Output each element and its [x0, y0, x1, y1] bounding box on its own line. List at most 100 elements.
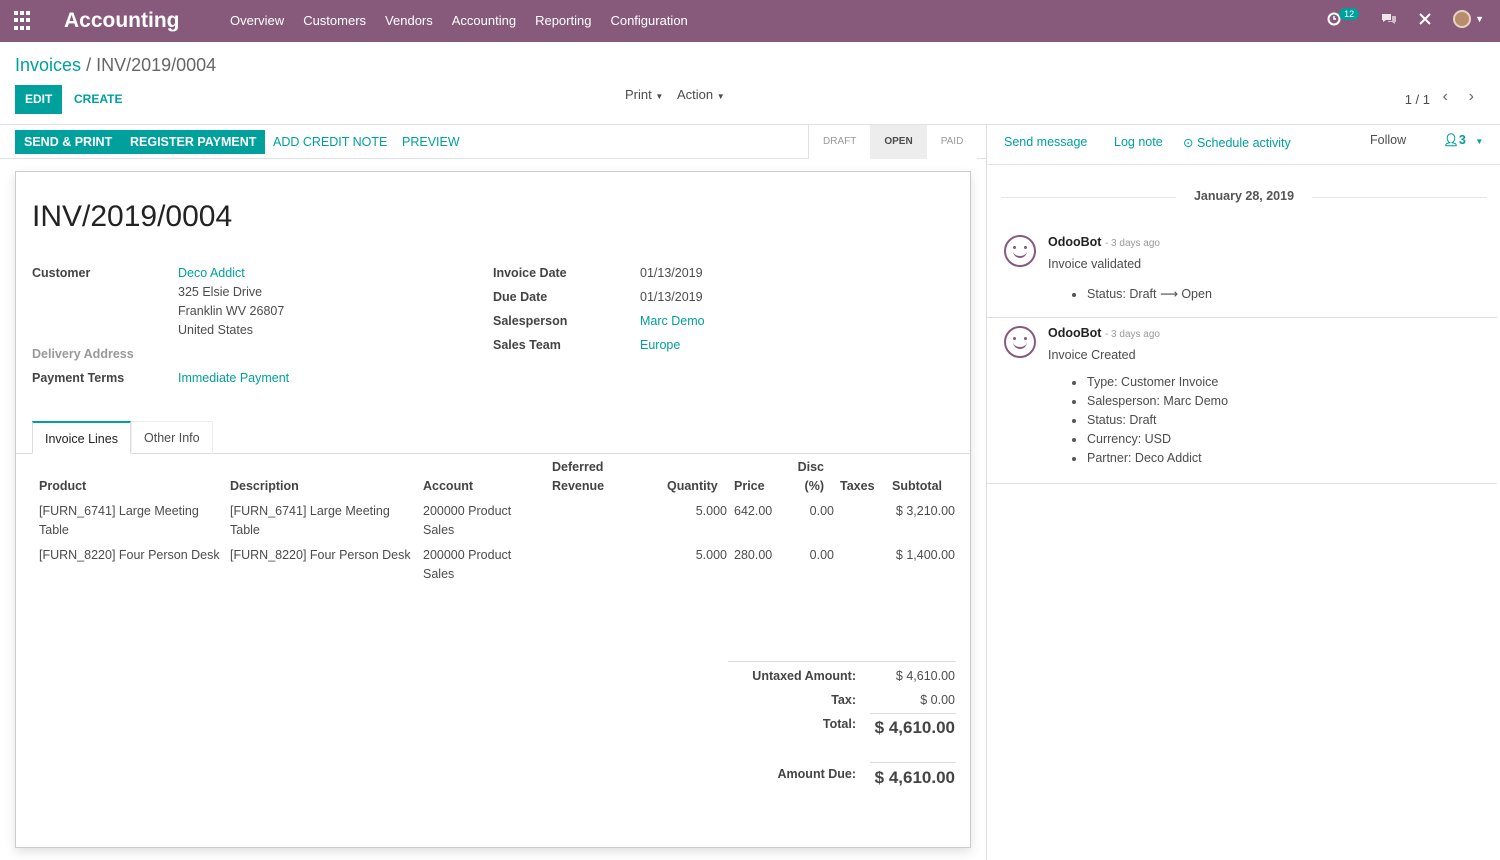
- date-separator: January 28, 2019: [987, 189, 1500, 203]
- cell-quantity: 5.000: [695, 548, 727, 562]
- column-header-subtotal[interactable]: Subtotal: [892, 479, 942, 493]
- chevron-left-icon[interactable]: ‹: [1442, 88, 1448, 105]
- close-icon[interactable]: [1419, 13, 1431, 25]
- message-body: Invoice validated: [1048, 257, 1142, 271]
- menu-configuration[interactable]: Configuration: [610, 13, 688, 28]
- tracking-values: Status: Draft ⟶ Open: [1072, 285, 1212, 304]
- avatar: [1453, 10, 1472, 28]
- column-header-deferred[interactable]: Deferred: [552, 460, 604, 474]
- breadcrumb-separator: /: [86, 55, 92, 75]
- due-date-value: 01/13/2019: [640, 290, 703, 304]
- create-button[interactable]: CREATE: [66, 85, 130, 114]
- chevron-right-icon[interactable]: ›: [1468, 88, 1474, 105]
- column-header-product[interactable]: Product: [39, 479, 87, 493]
- column-header-disc[interactable]: Disc: [797, 460, 824, 474]
- action-label: Action: [677, 87, 714, 102]
- list-item: Type: Customer Invoice: [1072, 373, 1228, 392]
- send-message-button[interactable]: Send message: [1004, 135, 1088, 149]
- cell-description: [FURN_6741] Large Meeting Table: [230, 504, 390, 537]
- apps-menu-icon[interactable]: [14, 11, 34, 31]
- customer-address-line: Franklin WV 26807: [178, 304, 285, 318]
- column-header-quantity[interactable]: Quantity: [667, 479, 718, 493]
- column-header-description[interactable]: Description: [230, 479, 299, 493]
- add-credit-note-button[interactable]: ADD CREDIT NOTE: [273, 135, 388, 149]
- customer-address-line: United States: [178, 323, 254, 337]
- messaging-menu[interactable]: [1381, 12, 1397, 26]
- chatter: Send message Log note ⊙ Schedule activit…: [986, 125, 1500, 860]
- stage-open[interactable]: OPEN: [870, 125, 927, 159]
- tab-other-info[interactable]: Other Info: [131, 421, 213, 454]
- salesperson-link[interactable]: Marc Demo: [640, 314, 705, 328]
- followers-count: 3: [1458, 133, 1466, 147]
- schedule-activity-label: Schedule activity: [1196, 136, 1291, 150]
- sales-team-link[interactable]: Europe: [640, 338, 681, 352]
- cell-subtotal: $ 1,400.00: [895, 548, 955, 562]
- invoice-date-label: Invoice Date: [493, 266, 567, 280]
- menu-customers[interactable]: Customers: [303, 13, 367, 28]
- sales-team-label: Sales Team: [493, 338, 561, 352]
- total-value: $ 4,610.00: [874, 718, 955, 737]
- activity-count-badge: 12: [1339, 8, 1360, 20]
- log-note-button[interactable]: Log note: [1114, 135, 1163, 149]
- menu-accounting[interactable]: Accounting: [451, 13, 517, 28]
- due-date-label: Due Date: [493, 290, 548, 304]
- edit-button[interactable]: EDIT: [15, 85, 63, 114]
- stage-pipeline: DRAFT OPEN PAID: [808, 125, 978, 159]
- cell-quantity: 5.000: [695, 504, 727, 518]
- message-divider: [987, 317, 1497, 318]
- caret-down-icon: ▼: [655, 92, 664, 101]
- cell-account: 200000 Product Sales: [423, 548, 512, 581]
- amount-due-value: $ 4,610.00: [874, 768, 955, 787]
- top-navbar: Accounting Overview Customers Vendors Ac…: [0, 0, 1500, 42]
- caret-down-icon: ▼: [1475, 137, 1484, 146]
- column-header-taxes[interactable]: Taxes: [840, 479, 875, 493]
- payment-terms-link[interactable]: Immediate Payment: [178, 371, 290, 385]
- stage-paid[interactable]: PAID: [926, 125, 978, 159]
- message-date: - 3 days ago: [1104, 329, 1160, 340]
- tab-invoice-lines[interactable]: Invoice Lines: [32, 421, 131, 454]
- list-item: Partner: Deco Addict: [1072, 449, 1228, 468]
- menu-vendors[interactable]: Vendors: [385, 13, 433, 28]
- message-author: OdooBot - 3 days ago: [1048, 235, 1160, 249]
- print-label: Print: [625, 87, 652, 102]
- print-dropdown[interactable]: Print ▼: [625, 87, 663, 102]
- odoobot-avatar: [1004, 326, 1036, 358]
- breadcrumb-invoices[interactable]: Invoices: [15, 55, 82, 75]
- message-author: OdooBot - 3 days ago: [1048, 326, 1160, 340]
- followers-button[interactable]: 👤︎3 ▼: [1443, 133, 1483, 148]
- register-payment-button[interactable]: REGISTER PAYMENT: [121, 130, 266, 154]
- payment-terms-label: Payment Terms: [32, 371, 125, 385]
- message-divider: [987, 483, 1497, 484]
- app-title[interactable]: Accounting: [64, 9, 180, 32]
- caret-down-icon: ▼: [716, 92, 725, 101]
- tax-label: Tax:: [831, 693, 856, 707]
- send-print-button[interactable]: SEND & PRINT: [15, 130, 122, 154]
- message-body: Invoice Created: [1048, 348, 1136, 362]
- column-header-revenue[interactable]: Revenue: [552, 479, 605, 493]
- invoice-title: INV/2019/0004: [32, 200, 233, 233]
- preview-button[interactable]: PREVIEW: [402, 135, 460, 149]
- menu-reporting[interactable]: Reporting: [535, 13, 592, 28]
- activity-menu[interactable]: 12: [1327, 8, 1360, 26]
- menu-overview[interactable]: Overview: [230, 13, 285, 28]
- user-menu[interactable]: ▼: [1453, 10, 1484, 28]
- cell-disc: 0.00: [809, 548, 834, 562]
- list-item: Status: Draft ⟶ Open: [1072, 285, 1212, 304]
- action-dropdown[interactable]: Action ▼: [677, 87, 725, 102]
- user-icon: 👤︎: [1443, 133, 1459, 147]
- column-header-disc-pct[interactable]: (%): [804, 479, 824, 493]
- column-header-account[interactable]: Account: [423, 479, 473, 493]
- customer-link[interactable]: Deco Addict: [178, 266, 245, 280]
- column-header-price[interactable]: Price: [734, 479, 765, 493]
- customer-label: Customer: [32, 266, 91, 280]
- cell-product: [FURN_8220] Four Person Desk: [39, 548, 220, 562]
- salesperson-label: Salesperson: [493, 314, 568, 328]
- stage-draft[interactable]: DRAFT: [809, 125, 871, 159]
- list-item: Salesperson: Marc Demo: [1072, 392, 1228, 411]
- cell-price: 280.00: [734, 548, 773, 562]
- pager-value[interactable]: 1 / 1: [1404, 92, 1430, 107]
- follow-button[interactable]: Follow: [1370, 133, 1407, 147]
- tax-value: $ 0.00: [920, 693, 955, 707]
- list-item: Currency: USD: [1072, 430, 1228, 449]
- schedule-activity-button[interactable]: ⊙ Schedule activity: [1183, 135, 1291, 150]
